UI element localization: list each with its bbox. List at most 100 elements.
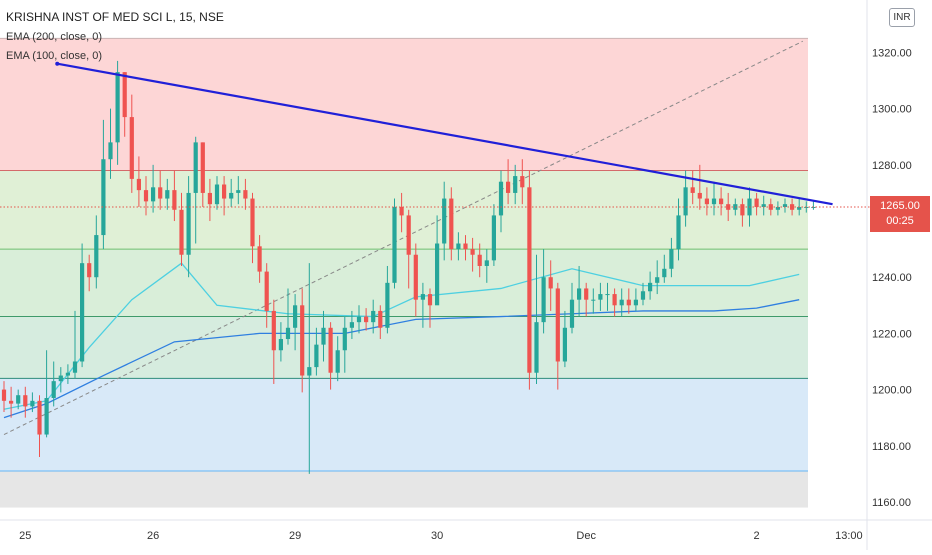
candle-body <box>200 142 205 193</box>
candle-body <box>165 190 170 199</box>
candle-body <box>605 294 610 296</box>
candle-body <box>719 198 724 205</box>
candle-body <box>633 299 638 306</box>
candle-body <box>420 294 425 300</box>
candle-body <box>775 206 780 210</box>
candle-body <box>236 190 241 193</box>
x-tick-label: 26 <box>147 530 159 542</box>
candle-body <box>342 327 347 351</box>
price-zone <box>0 471 808 508</box>
candle-body <box>406 215 411 255</box>
candle-body <box>314 344 319 368</box>
candle-body <box>271 310 276 351</box>
candle-body <box>151 187 156 202</box>
candle-body <box>520 176 525 188</box>
candle-body <box>16 395 21 404</box>
candle-body <box>704 198 709 205</box>
price-zone <box>0 316 808 379</box>
candle-body <box>562 327 567 362</box>
candle-body <box>513 176 518 193</box>
candle-body <box>243 190 248 199</box>
candle-body <box>484 260 489 266</box>
y-tick-label: 1280.00 <box>872 160 912 172</box>
candle-body <box>392 206 397 283</box>
ema200-line <box>3 299 800 419</box>
candle-body <box>378 310 383 328</box>
ema200-legend[interactable]: EMA (200, close, 0) <box>6 31 102 43</box>
price-axis-area <box>808 0 932 550</box>
candle-body <box>676 215 681 250</box>
candle-body <box>129 117 134 179</box>
candle-body <box>655 277 660 283</box>
candle-body <box>456 243 461 250</box>
candle-body <box>669 249 674 269</box>
candle-body <box>662 268 667 278</box>
candle-body <box>108 142 113 160</box>
candle-body <box>80 263 85 362</box>
trend-line <box>57 62 833 206</box>
candle-body <box>385 282 390 328</box>
candle-body <box>214 184 220 205</box>
candle-body <box>427 294 433 306</box>
currency-label[interactable]: INR <box>889 8 915 27</box>
candle-body <box>179 209 184 255</box>
candle-body <box>435 243 440 306</box>
last-price-label: 1265.00 00:25 <box>870 196 930 232</box>
candle-body <box>285 327 291 340</box>
candle-body <box>555 288 560 362</box>
candle-body <box>364 316 369 323</box>
candle-body <box>797 206 802 210</box>
candle-body <box>534 322 539 373</box>
candle-body <box>463 243 468 250</box>
candle-body <box>143 190 149 202</box>
candle-body <box>470 249 475 255</box>
candle-body <box>335 350 340 373</box>
x-tick-label: 25 <box>19 530 31 542</box>
candle-body <box>65 372 70 376</box>
candle-body <box>23 395 28 407</box>
candle-body <box>506 181 511 193</box>
candle-body <box>541 277 546 323</box>
candle-body <box>328 327 333 373</box>
candle-body <box>193 142 198 193</box>
candle-body <box>250 198 255 247</box>
dashed-trend-line <box>3 40 803 435</box>
candle-body <box>278 339 283 351</box>
candle-body <box>300 305 305 376</box>
candle-body <box>37 400 42 435</box>
candle-body <box>222 184 227 199</box>
candle-body <box>598 294 603 300</box>
x-tick-label: 13:00 <box>835 530 863 542</box>
candle-body <box>569 299 575 328</box>
chart-title: KRISHNA INST OF MED SCI L, 15, NSE <box>6 10 224 24</box>
price-zone <box>0 170 808 250</box>
candle-body <box>498 181 504 216</box>
candle-body <box>619 299 624 306</box>
y-tick-label: 1320.00 <box>872 47 912 59</box>
candle-body <box>683 187 688 216</box>
candle-body <box>690 187 695 193</box>
candle-body <box>442 198 447 244</box>
candle-body <box>293 305 298 328</box>
candle-body <box>186 192 191 255</box>
ema100-legend[interactable]: EMA (100, close, 0) <box>6 50 102 62</box>
x-tick-label: 29 <box>289 530 301 542</box>
candle-body <box>477 254 482 266</box>
x-tick-label: 2 <box>754 530 760 542</box>
candle-body <box>264 271 269 311</box>
candle-body <box>51 381 56 399</box>
candle-body <box>94 235 99 278</box>
candle-body <box>101 159 106 236</box>
candle-body <box>648 282 653 292</box>
candle-body <box>229 192 234 199</box>
candle-body <box>740 204 745 216</box>
candle-body <box>356 316 362 323</box>
y-tick-label: 1300.00 <box>872 104 912 116</box>
candle-body <box>115 72 120 143</box>
candle-body <box>307 367 312 376</box>
price-zone <box>0 249 808 317</box>
candle-body <box>1 389 7 401</box>
candle-body <box>591 299 596 301</box>
candle-body <box>711 198 717 205</box>
